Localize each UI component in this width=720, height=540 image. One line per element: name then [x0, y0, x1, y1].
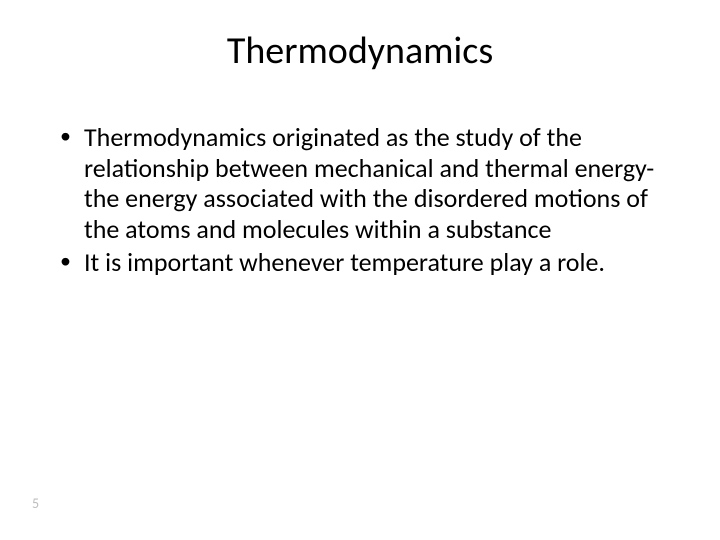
bullet-list: Thermodynamics originated as the study o… — [56, 122, 672, 277]
list-item: Thermodynamics originated as the study o… — [56, 122, 672, 245]
page-number: 5 — [32, 495, 39, 512]
slide-title: Thermodynamics — [48, 28, 672, 74]
slide: Thermodynamics Thermodynamics originated… — [0, 0, 720, 540]
list-item: It is important whenever temperature pla… — [56, 247, 672, 278]
slide-body: Thermodynamics originated as the study o… — [48, 122, 672, 277]
